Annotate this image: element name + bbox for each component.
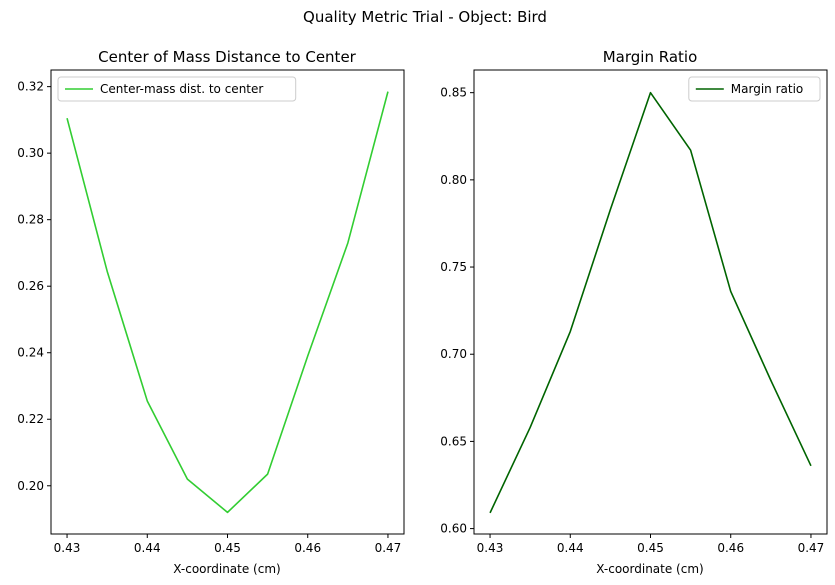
series-line	[489, 91, 812, 514]
x-tick-label: 0.45	[214, 541, 241, 555]
axes-frame	[50, 69, 405, 535]
y-tick-label: 0.70	[440, 347, 467, 361]
axes-frame	[473, 69, 828, 535]
y-tick-label: 0.22	[17, 412, 44, 426]
x-tick-label: 0.44	[557, 541, 584, 555]
y-tick-label: 0.32	[17, 80, 44, 94]
legend-box	[688, 76, 821, 102]
x-axis-label: X-coordinate (cm)	[596, 562, 703, 576]
x-tick-label: 0.46	[294, 541, 321, 555]
y-tick-label: 0.26	[17, 279, 44, 293]
legend-box	[57, 76, 297, 102]
series-line	[66, 91, 389, 514]
plot-area: 0.43 0.44 0.45 0.46 0.47 0.20 0.22 0.24 0.26 0.28…	[17, 69, 405, 555]
legend: Margin ratio	[688, 76, 821, 102]
y-tick-label: 0.24	[17, 346, 44, 360]
y-tick-label: 0.85	[440, 86, 467, 100]
x-tick-label: 0.44	[134, 541, 161, 555]
x-tick-label: 0.43	[54, 541, 81, 555]
y-tick-label: 0.28	[17, 213, 44, 227]
y-tick-label: 0.60	[440, 522, 467, 536]
y-tick-label: 0.65	[440, 434, 467, 448]
subplot-margin-ratio: Margin Ratio 0.43 0.44 0.45 0.46 0.47 0.60 0.6…	[440, 48, 828, 576]
subplot-title: Center of Mass Distance to Center	[98, 48, 357, 66]
y-tick-label: 0.20	[17, 479, 44, 493]
x-tick-label: 0.43	[477, 541, 504, 555]
plot-area: 0.43 0.44 0.45 0.46 0.47 0.60 0.65 0.70 0.75 0.80…	[440, 69, 828, 555]
y-tick-label: 0.80	[440, 173, 467, 187]
subplot-title: Margin Ratio	[603, 48, 698, 66]
x-tick-label: 0.45	[637, 541, 664, 555]
x-axis-label: X-coordinate (cm)	[173, 562, 280, 576]
y-tick-label: 0.75	[440, 260, 467, 274]
legend-label: Margin ratio	[731, 82, 803, 96]
subplot-center-of-mass: Center of Mass Distance to Center 0.43 0.…	[17, 48, 405, 576]
legend-label: Center-mass dist. to center	[100, 82, 263, 96]
x-tick-label: 0.46	[717, 541, 744, 555]
x-tick-label: 0.47	[798, 541, 825, 555]
y-tick-label: 0.30	[17, 146, 44, 160]
legend: Center-mass dist. to center	[57, 76, 297, 102]
figure-suptitle: Quality Metric Trial - Object: Bird	[303, 8, 547, 26]
x-tick-label: 0.47	[375, 541, 402, 555]
